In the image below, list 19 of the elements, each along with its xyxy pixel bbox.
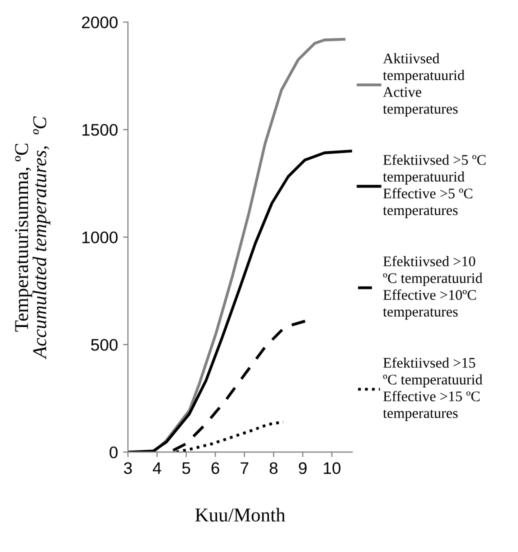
legend-label: Aktiivsed temperatuurid Active temperatures [383,53,464,117]
legend-label: Efektiivsed >10 ºC temperatuurid Effective >10ºC temperatures [383,256,482,320]
x-tick-label: 9 [298,462,307,474]
legend-label: Efektiivsed >15 ºC temperatuurid Effective >15 ºC temperatures [383,357,482,422]
y-tick-label: 2000 [82,16,118,28]
x-tick-label: 4 [152,462,162,474]
x-tick-label: 7 [240,462,248,474]
legend-label: Efektiivsed >5 ºC temperatuurid Effective >5 ºC temperatures [383,154,486,218]
y-tick-label: 0 [110,446,118,458]
y-tick-label: 500 [91,338,118,351]
x-tick-label: 3 [124,462,132,474]
x-axis-title: Kuu/Month [195,508,286,522]
y-tick-label: 1000 [82,231,118,244]
x-tick-label: 8 [270,462,278,474]
y-axis-title: Temperatuurisumma, ºC Accumulated temperatures, ºC [15,116,50,360]
x-tick-label: 5 [182,462,190,474]
x-tick-label: 6 [212,462,220,474]
y-tick-label: 1500 [82,124,118,136]
x-tick-label: 10 [324,462,340,474]
